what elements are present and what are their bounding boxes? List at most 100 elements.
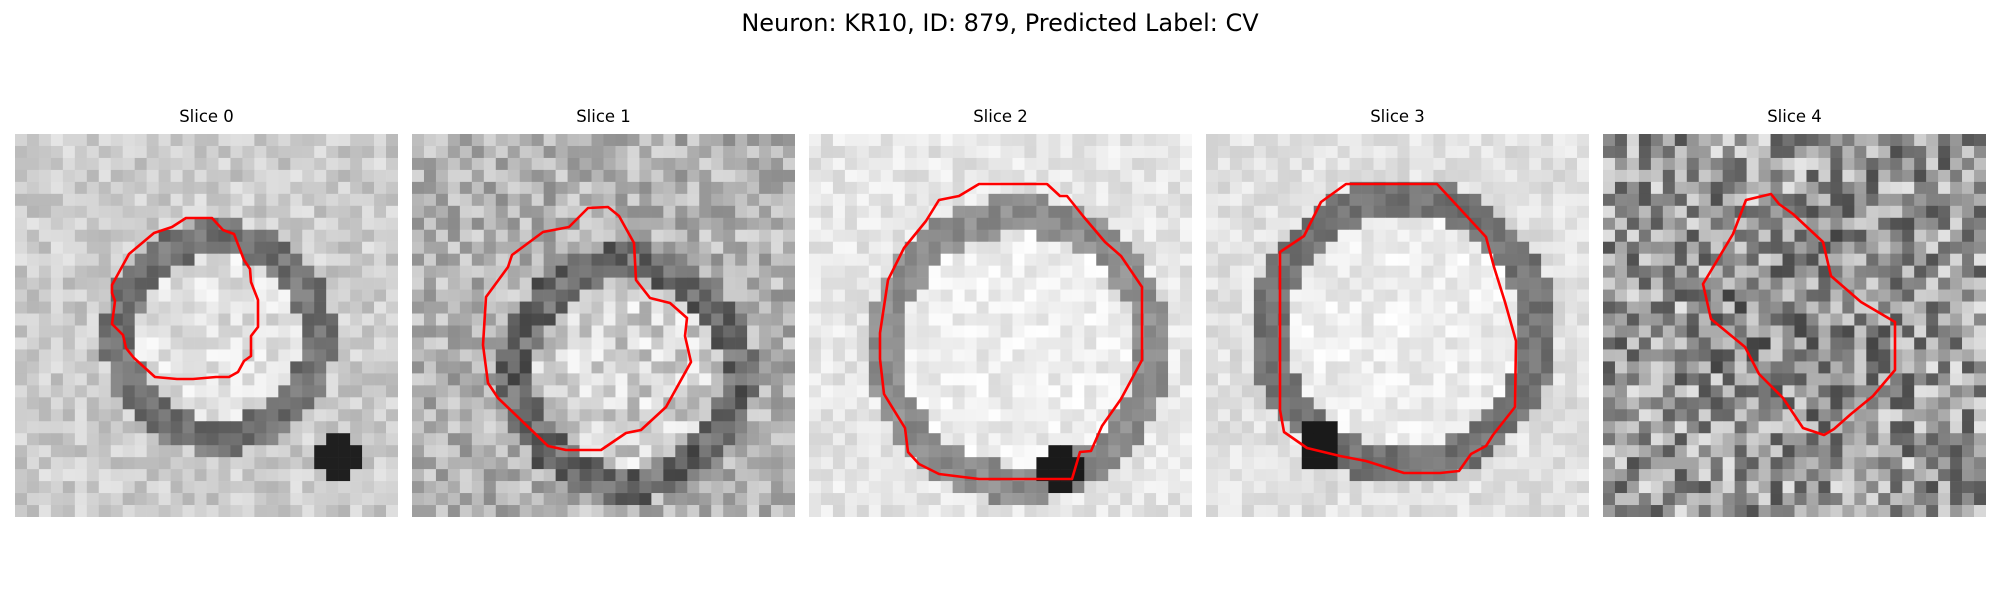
image-pixel: [242, 205, 255, 219]
image-pixel: [1674, 385, 1688, 398]
image-pixel: [747, 169, 760, 183]
image-pixel: [1782, 373, 1795, 386]
image-pixel: [218, 397, 231, 410]
image-pixel: [591, 265, 604, 278]
image-pixel: [615, 134, 628, 147]
image-pixel: [1241, 169, 1255, 183]
image-pixel: [326, 325, 339, 338]
image-pixel: [362, 265, 375, 278]
image-pixel: [1433, 457, 1446, 470]
image-pixel: [1674, 301, 1688, 314]
image-pixel: [495, 169, 509, 183]
image-pixel: [844, 409, 858, 422]
image-pixel: [1096, 481, 1109, 494]
image-pixel: [976, 277, 989, 290]
image-pixel: [531, 265, 544, 278]
image-pixel: [1048, 145, 1061, 159]
image-pixel: [278, 253, 291, 266]
image-pixel: [1806, 265, 1819, 278]
image-pixel: [1265, 493, 1279, 506]
image-pixel: [916, 157, 929, 171]
image-pixel: [675, 385, 688, 398]
image-pixel: [1529, 217, 1542, 231]
image-pixel: [1866, 313, 1879, 326]
image-pixel: [314, 373, 327, 386]
image-pixel: [1603, 301, 1616, 314]
image-pixel: [374, 193, 387, 207]
image-pixel: [1036, 481, 1049, 494]
image-pixel: [892, 145, 906, 159]
image-pixel: [1096, 289, 1109, 302]
image-pixel: [1156, 241, 1169, 254]
image-pixel: [1722, 457, 1735, 470]
image-pixel: [1024, 313, 1037, 326]
image-pixel: [639, 169, 652, 183]
image-pixel: [1603, 193, 1616, 207]
image-pixel: [1096, 493, 1109, 506]
image-pixel: [218, 253, 231, 266]
image-pixel: [1614, 373, 1628, 386]
image-pixel: [856, 337, 870, 350]
image-pixel: [1626, 253, 1640, 266]
image-pixel: [1866, 229, 1879, 243]
image-pixel: [1890, 229, 1903, 243]
image-pixel: [1770, 397, 1783, 410]
image-pixel: [242, 397, 255, 410]
image-pixel: [1144, 169, 1157, 183]
image-pixel: [639, 134, 652, 147]
image-pixel: [723, 289, 736, 302]
image-pixel: [1313, 265, 1326, 278]
image-pixel: [182, 193, 195, 207]
image-pixel: [483, 157, 497, 171]
image-pixel: [1830, 229, 1843, 243]
image-pixel: [302, 457, 315, 470]
image-pixel: [555, 349, 568, 362]
image-pixel: [1433, 157, 1446, 171]
image-pixel: [74, 421, 88, 434]
image-pixel: [507, 229, 521, 243]
image-pixel: [447, 325, 461, 338]
image-pixel: [1878, 421, 1891, 434]
image-pixel: [1253, 433, 1267, 446]
image-pixel: [412, 313, 425, 326]
image-pixel: [1180, 373, 1192, 386]
image-pixel: [531, 457, 544, 470]
image-pixel: [723, 253, 736, 266]
image-pixel: [1433, 145, 1446, 159]
image-pixel: [350, 301, 363, 314]
image-pixel: [15, 134, 28, 147]
image-pixel: [711, 433, 724, 446]
image-pixel: [435, 361, 449, 374]
image-pixel: [759, 385, 772, 398]
image-pixel: [1229, 505, 1243, 517]
image-pixel: [495, 253, 509, 266]
image-pixel: [1674, 253, 1688, 266]
image-pixel: [1710, 397, 1723, 410]
image-pixel: [471, 349, 485, 362]
image-pixel: [603, 409, 616, 422]
image-pixel: [1938, 205, 1951, 219]
image-pixel: [483, 337, 497, 350]
image-pixel: [880, 253, 894, 266]
image-pixel: [50, 205, 64, 219]
image-pixel: [26, 134, 40, 147]
image-pixel: [26, 457, 40, 470]
image-pixel: [1132, 134, 1145, 147]
image-pixel: [1541, 253, 1554, 266]
image-pixel: [1301, 145, 1315, 159]
image-pixel: [1806, 241, 1819, 254]
image-pixel: [1854, 229, 1867, 243]
image-pixel: [1505, 433, 1518, 446]
image-pixel: [1469, 229, 1482, 243]
image-pixel: [916, 505, 929, 517]
image-pixel: [158, 361, 171, 374]
image-pixel: [1674, 361, 1688, 374]
image-pixel: [98, 217, 112, 231]
image-pixel: [1349, 361, 1362, 374]
image-pixel: [459, 481, 473, 494]
image-pixel: [952, 361, 965, 374]
image-pixel: [412, 193, 425, 207]
image-pixel: [362, 289, 375, 302]
image-pixel: [1758, 349, 1771, 362]
image-pixel: [435, 157, 449, 171]
